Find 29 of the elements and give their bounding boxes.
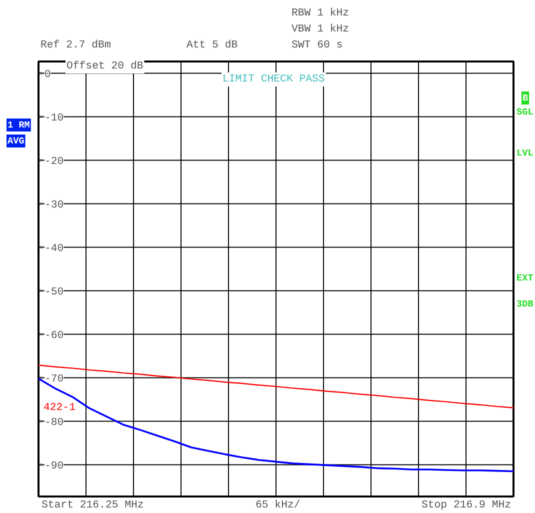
text: B	[522, 92, 528, 104]
text: Att 5 dB	[186, 40, 238, 52]
annotation: Offset 20 dB	[66, 60, 144, 72]
text: RBW 1 kHz	[292, 8, 350, 20]
y-tick-label: -70	[44, 374, 64, 386]
y-tick-label: -80	[44, 417, 64, 430]
y-tick-label: -40	[44, 243, 64, 256]
y-tick-label: 0	[44, 69, 51, 82]
text: EXT	[516, 272, 534, 284]
annotation: LIMIT CHECK PASS	[222, 74, 325, 86]
text: AVG	[8, 136, 25, 146]
y-tick-label: -10	[44, 112, 64, 125]
line-series	[38, 364, 514, 408]
y-tick-label: -50	[44, 286, 64, 299]
y-tick-label: -60	[44, 330, 64, 342]
text: SWT 60 s	[292, 40, 343, 52]
text: 1 RM	[8, 120, 30, 130]
text: VBW 1 kHz	[292, 24, 350, 36]
text: 422-1	[44, 402, 76, 414]
y-tick-label: -30	[44, 200, 64, 212]
text: LVL	[516, 148, 534, 158]
text: SGL	[516, 106, 534, 118]
y-tick-label: -20	[44, 156, 64, 168]
text: Ref 2.7 dBm	[40, 40, 111, 52]
y-tick-label: -90	[44, 460, 64, 473]
text: 65 kHz/	[256, 500, 300, 512]
text: Start 216.25 MHz	[42, 500, 144, 512]
text: 3DB	[516, 298, 534, 310]
text: Stop 216.9 MHz	[422, 500, 512, 512]
